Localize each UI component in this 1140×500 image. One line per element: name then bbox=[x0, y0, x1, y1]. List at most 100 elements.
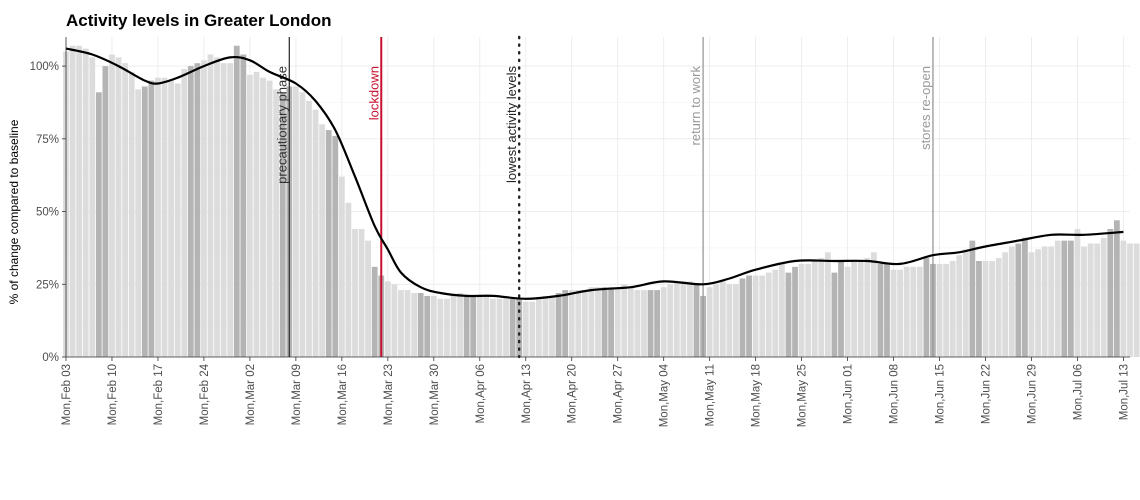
daily-bar bbox=[95, 92, 102, 358]
daily-bar bbox=[943, 263, 949, 357]
daily-bar bbox=[870, 252, 877, 357]
daily-bar bbox=[187, 66, 194, 357]
daily-bar bbox=[1133, 243, 1140, 357]
daily-bar bbox=[240, 54, 247, 357]
y-axis: 0% 25% 50% 75% 100% bbox=[30, 37, 67, 364]
daily-bar bbox=[746, 275, 752, 357]
x-tick-label: Mon,Feb 24 bbox=[199, 363, 211, 425]
daily-bar bbox=[857, 261, 864, 357]
daily-bar bbox=[542, 295, 549, 357]
daily-bar bbox=[1087, 243, 1094, 357]
daily-bar bbox=[1028, 252, 1035, 357]
daily-bar bbox=[273, 89, 280, 358]
x-tick-label: Mon,Mar 30 bbox=[429, 364, 441, 425]
daily-bar bbox=[884, 263, 890, 357]
daily-bar bbox=[141, 86, 148, 357]
daily-bar bbox=[969, 240, 976, 357]
trend-line bbox=[65, 47, 1124, 300]
daily-bar bbox=[923, 258, 930, 357]
event-label: return to work bbox=[688, 66, 703, 146]
daily-bar bbox=[529, 301, 536, 357]
daily-bar bbox=[168, 80, 174, 357]
daily-bar bbox=[411, 293, 417, 357]
daily-bar bbox=[470, 295, 477, 357]
event-label: lowest activity levels bbox=[504, 66, 519, 184]
daily-bar bbox=[109, 54, 115, 357]
daily-bar bbox=[214, 57, 220, 358]
daily-bar bbox=[266, 80, 273, 357]
daily-bar bbox=[739, 278, 746, 357]
daily-bar bbox=[995, 258, 1002, 357]
y-tick-label: 25% bbox=[36, 279, 59, 291]
daily-bar bbox=[279, 92, 286, 358]
bars bbox=[63, 45, 1140, 358]
daily-bar bbox=[161, 77, 168, 357]
daily-bar bbox=[1008, 246, 1015, 357]
daily-bar bbox=[522, 301, 529, 357]
daily-bar bbox=[719, 281, 726, 357]
daily-bar bbox=[444, 298, 450, 357]
daily-bar bbox=[325, 130, 332, 357]
daily-bar bbox=[181, 69, 188, 357]
daily-bar bbox=[463, 295, 470, 357]
daily-bar bbox=[102, 66, 109, 357]
x-axis: Mon,Feb 03 Mon,Feb 10 Mon,Feb 17 Mon,Feb 24… bbox=[61, 356, 1130, 427]
daily-bar bbox=[956, 255, 963, 357]
daily-bar bbox=[765, 272, 772, 357]
daily-bar bbox=[1015, 243, 1022, 357]
daily-bar bbox=[989, 261, 995, 357]
daily-bar bbox=[1041, 246, 1048, 357]
daily-bar bbox=[785, 272, 792, 357]
daily-bar bbox=[194, 63, 201, 358]
daily-bar bbox=[634, 290, 641, 357]
daily-bar bbox=[805, 263, 812, 357]
daily-bar bbox=[490, 298, 496, 357]
daily-bar bbox=[292, 86, 299, 357]
x-tick-label: Mon,Apr 06 bbox=[475, 364, 487, 423]
daily-bar bbox=[430, 295, 437, 357]
daily-bar bbox=[595, 287, 601, 357]
daily-bar bbox=[299, 92, 306, 358]
daily-bar bbox=[555, 293, 562, 357]
daily-bar bbox=[752, 275, 759, 357]
daily-bar bbox=[811, 261, 818, 357]
daily-bar bbox=[220, 63, 227, 358]
daily-bar bbox=[1068, 240, 1074, 357]
y-tick-label: 0% bbox=[42, 352, 59, 364]
daily-bar bbox=[1127, 243, 1133, 357]
daily-bar bbox=[1022, 237, 1028, 357]
daily-bar bbox=[792, 266, 798, 357]
daily-bar bbox=[260, 77, 266, 357]
daily-bar bbox=[1061, 240, 1068, 357]
daily-bar bbox=[207, 54, 214, 357]
daily-bar bbox=[568, 290, 575, 357]
daily-bar bbox=[233, 45, 240, 357]
daily-bar bbox=[89, 57, 96, 358]
daily-bar bbox=[733, 284, 739, 357]
daily-bar bbox=[128, 71, 135, 357]
daily-bar bbox=[352, 229, 358, 357]
x-tick-label: Mon,Feb 17 bbox=[153, 364, 165, 425]
daily-bar bbox=[726, 284, 733, 357]
daily-bar bbox=[890, 269, 897, 357]
y-tick-label: 75% bbox=[36, 134, 59, 146]
daily-bar bbox=[660, 287, 667, 357]
daily-bar bbox=[417, 293, 424, 357]
daily-bar bbox=[496, 298, 503, 357]
daily-bar bbox=[312, 109, 319, 357]
daily-bar bbox=[424, 295, 431, 357]
daily-bar bbox=[247, 74, 253, 357]
daily-bar bbox=[549, 295, 555, 357]
daily-bar bbox=[824, 252, 831, 357]
daily-bar bbox=[641, 290, 647, 357]
daily-bar bbox=[1002, 252, 1009, 357]
daily-bar bbox=[1094, 243, 1101, 357]
daily-bar bbox=[82, 48, 89, 357]
y-axis-title: % of change compared to baseline bbox=[7, 119, 21, 304]
daily-bar bbox=[1100, 237, 1107, 357]
daily-bar bbox=[818, 258, 825, 357]
daily-bar bbox=[654, 290, 660, 357]
x-tick-label: Mon,May 04 bbox=[659, 363, 671, 427]
daily-bar bbox=[1107, 229, 1114, 357]
